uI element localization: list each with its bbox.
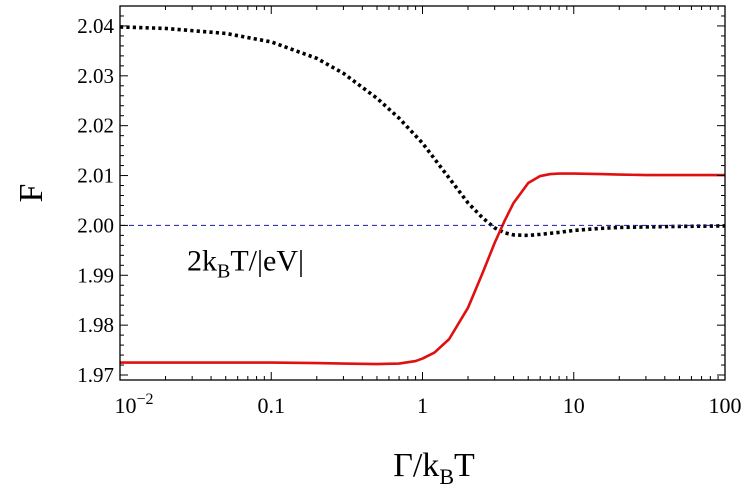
x-tick-label: 10 <box>563 393 585 418</box>
series-layer <box>119 25 726 366</box>
annotation-label: 2kBT/|eV| <box>187 244 304 282</box>
y-tick-label: 1.97 <box>77 363 114 387</box>
x-axis-label: Γ/kBT <box>393 447 475 488</box>
y-tick-label: 1.98 <box>77 313 114 337</box>
y-tick-label: 2.04 <box>77 14 114 38</box>
series-line-dotted <box>119 25 726 238</box>
x-tick-label: 100 <box>709 393 742 418</box>
y-tick-label: 2.03 <box>77 64 114 88</box>
label-layer: 1.97 1.98 1.99 2.00 2.01 2.02 2.03 2.04 10−2 0.1 1… <box>13 14 742 488</box>
y-tick-label: 2.00 <box>77 213 114 237</box>
y-axis-label: F <box>13 184 50 203</box>
plot-frame <box>119 5 726 381</box>
y-tick-label: 2.01 <box>77 164 114 188</box>
y-tick-label: 2.02 <box>77 114 114 138</box>
x-tick-label: 10−2 <box>114 391 153 418</box>
series-line-solid <box>120 172 725 366</box>
y-tick-label: 1.99 <box>77 263 114 287</box>
x-tick-label: 0.1 <box>258 393 286 418</box>
x-tick-label: 1 <box>417 393 428 418</box>
tick-layer <box>119 5 726 380</box>
